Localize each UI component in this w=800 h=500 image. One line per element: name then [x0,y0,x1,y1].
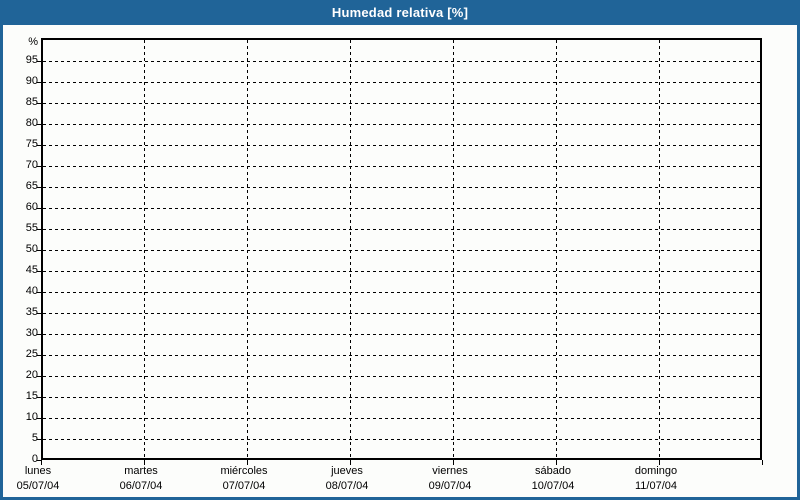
y-axis-label: 10 [25,411,38,423]
y-axis-label: 20 [25,369,38,381]
y-axis-unit-label: % [28,36,38,48]
day-date: 11/07/04 [634,480,677,492]
y-axis-label: 70 [25,159,38,171]
y-axis-label: 45 [25,264,38,276]
day-name: martes [124,465,158,477]
y-axis-label: 85 [25,96,38,108]
y-axis-label: 75 [25,138,38,150]
y-axis-label: 80 [25,117,38,129]
day-name: domingo [634,465,678,477]
y-axis-label: 40 [25,285,38,297]
day-name: miércoles [220,465,268,477]
day-date: 09/07/04 [428,480,472,492]
plot-area: 0 5 10 15 20 25 30 35 40 45 50 55 60 65 70 75 80 85 90 95% l… [3,25,797,497]
x-axis-day-label: domingo 11/07/04 [608,464,704,494]
y-axis-label: 30 [25,327,38,339]
day-date: 06/07/04 [119,480,163,492]
y-axis-label: 35 [25,306,38,318]
day-date: 10/07/04 [531,480,575,492]
day-date: 07/07/04 [222,480,266,492]
y-axis-label: 65 [25,180,38,192]
x-axis-day-label: sábado 10/07/04 [505,464,601,494]
y-axis-label: 50 [25,243,38,255]
x-axis-day-label: viernes 09/07/04 [402,464,498,494]
x-axis-day-label: martes 06/07/04 [93,464,189,494]
y-axis-label: 55 [25,222,38,234]
y-axis-label: 90 [25,75,38,87]
y-axis-label: 60 [25,201,38,213]
day-name: lunes [24,465,52,477]
plot-border [41,38,762,460]
day-date: 08/07/04 [325,480,369,492]
day-name: jueves [331,465,363,477]
title-bar: Humedad relativa [%] [3,0,797,25]
y-axis-label: 95 [25,54,38,66]
y-axis-label: 5 [31,432,38,444]
chart-title: Humedad relativa [%] [331,5,469,20]
x-axis-day-label: miércoles 07/07/04 [196,464,292,494]
day-name: sábado [534,465,572,477]
y-axis-label: 15 [25,390,38,402]
x-axis-day-label: jueves 08/07/04 [299,464,395,494]
y-axis-label: 25 [25,348,38,360]
y-axis-label: 0 [31,453,38,465]
day-date: 05/07/04 [16,480,60,492]
x-axis-day-label: lunes 05/07/04 [3,464,86,494]
plot-grid [37,38,763,465]
day-name: viernes [432,465,468,477]
